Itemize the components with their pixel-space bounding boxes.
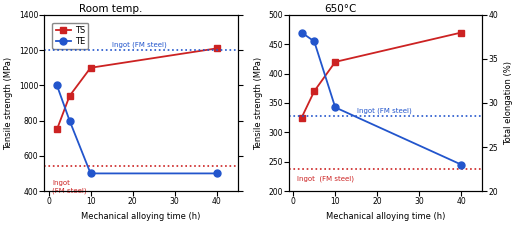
Line: TE: TE [298,29,465,168]
TE [298,31,305,34]
TE [311,40,317,43]
TE [214,172,220,175]
TE [332,106,338,109]
TS [67,94,73,97]
TE [67,119,73,122]
TS [458,31,464,34]
Text: Ingot (FM steel): Ingot (FM steel) [357,108,412,115]
Text: 650°C: 650°C [324,4,356,14]
Text: Ingot (FM steel): Ingot (FM steel) [112,42,167,48]
Line: TS: TS [53,45,220,133]
X-axis label: Mechanical alloying time (h): Mechanical alloying time (h) [326,212,445,221]
Text: Ingot  (FM steel): Ingot (FM steel) [297,176,354,182]
TE [54,84,60,87]
Y-axis label: Total elongation (%): Total elongation (%) [504,61,513,145]
TS [298,116,305,119]
Y-axis label: Tensile strength (MPa): Tensile strength (MPa) [253,56,263,150]
Text: Room temp.: Room temp. [79,4,143,14]
TE [458,163,464,166]
TS [54,128,60,131]
TE [87,172,94,175]
Legend: TS, TE: TS, TE [52,23,88,49]
TS [311,90,317,93]
Y-axis label: Tensile strength (MPa): Tensile strength (MPa) [4,56,13,150]
X-axis label: Mechanical alloying time (h): Mechanical alloying time (h) [81,212,201,221]
TS [214,47,220,50]
Line: TS: TS [298,29,465,121]
TS [332,61,338,63]
Line: TE: TE [53,82,220,177]
TS [87,66,94,69]
Text: Ingot
(FM steel): Ingot (FM steel) [52,180,87,194]
